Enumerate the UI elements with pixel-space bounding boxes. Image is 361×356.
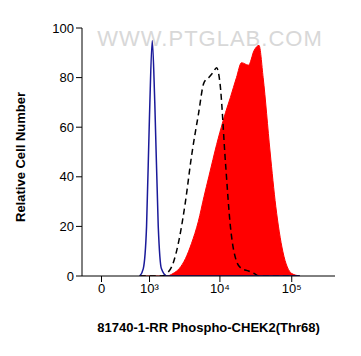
svg-text:40: 40 <box>60 169 74 184</box>
svg-text:81740-1-RR Phospho-CHEK2(Thr68: 81740-1-RR Phospho-CHEK2(Thr68) <box>97 320 320 335</box>
svg-text:100: 100 <box>52 21 74 36</box>
svg-text:80: 80 <box>60 70 74 85</box>
svg-text:10³: 10³ <box>140 281 159 296</box>
svg-text:WWW.PTGLAB.COM: WWW.PTGLAB.COM <box>97 26 322 51</box>
svg-text:0: 0 <box>98 281 105 296</box>
svg-text:0: 0 <box>67 269 74 284</box>
svg-text:20: 20 <box>60 219 74 234</box>
svg-text:10⁴: 10⁴ <box>210 281 230 296</box>
svg-text:60: 60 <box>60 120 74 135</box>
svg-text:Relative Cell Number: Relative Cell Number <box>13 92 28 222</box>
svg-text:10⁵: 10⁵ <box>282 281 302 296</box>
